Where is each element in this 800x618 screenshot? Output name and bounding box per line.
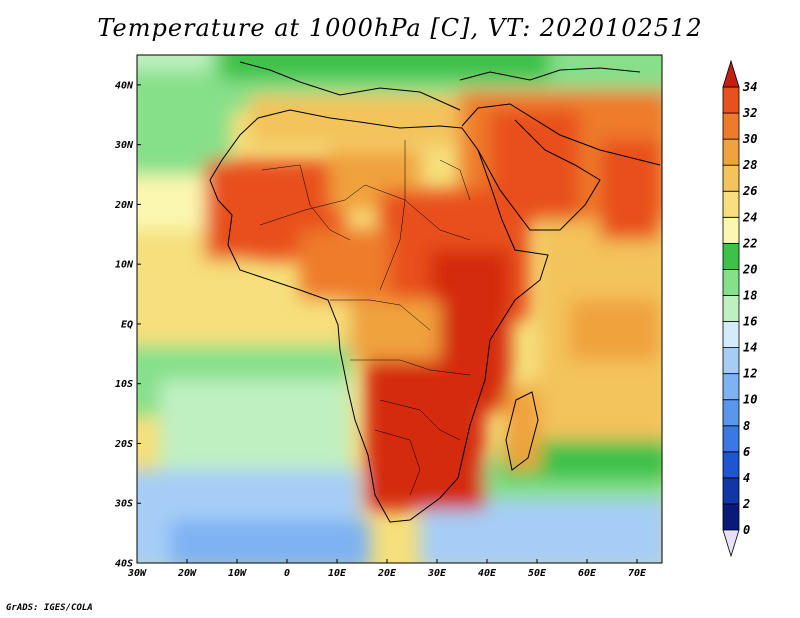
lat-tick-label: 30N: [114, 140, 134, 151]
colorbar-swatch: [722, 242, 740, 270]
lat-tick-label: 10N: [115, 260, 134, 271]
colorbar-swatch: [722, 112, 740, 140]
colorbar-under-triangle: [722, 529, 740, 558]
lon-tick-label: 30E: [427, 568, 447, 579]
colorbar-swatch: [722, 269, 740, 296]
colorbar-over-triangle: [722, 59, 740, 88]
latitude-axis: 40N 30N 20N 10N EQ 10S 20S 30S 40S: [114, 80, 141, 570]
lon-tick-label: 50E: [528, 568, 547, 579]
colorbar-label: 24: [742, 210, 757, 224]
colorbar-swatch: [722, 138, 740, 166]
plot-frame: [136, 54, 663, 564]
colorbar-label: 0: [743, 523, 750, 537]
colorbar-label: 12: [743, 367, 757, 381]
lat-tick-label: 40N: [115, 80, 134, 91]
colorbar-label: 14: [743, 341, 757, 355]
colorbar-label: 34: [742, 80, 757, 94]
colorbar-label: 22: [742, 236, 757, 250]
colorbar-swatch: [722, 164, 740, 192]
colorbar-swatch: [722, 347, 740, 375]
lon-tick-label: 70E: [628, 568, 647, 579]
lon-tick-label: 20W: [177, 568, 197, 579]
colorbar-label: 2: [742, 497, 750, 511]
colorbar-label: 8: [743, 419, 750, 433]
lon-tick-label: 60E: [578, 568, 597, 579]
colorbar-label: 6: [743, 445, 750, 459]
colorbar-label: 18: [743, 288, 757, 302]
colorbar-label: 20: [742, 262, 757, 276]
lat-tick-label: 40S: [115, 559, 133, 570]
colorbar-swatch: [722, 399, 740, 427]
lon-tick-label: 10W: [228, 568, 247, 579]
lon-tick-label: 30W: [127, 568, 147, 579]
colorbar-swatch: [722, 295, 740, 322]
software-credit: GrADS: IGES/COLA: [6, 603, 93, 613]
colorbar-label: 10: [743, 393, 757, 407]
lat-tick-label: EQ: [121, 319, 133, 330]
lon-tick-label: 20E: [377, 568, 397, 579]
country-borders: [259, 140, 471, 496]
colorbar-label: 30: [742, 132, 757, 146]
colorbar-swatch: [722, 216, 740, 244]
colorbar-swatch: [722, 477, 740, 505]
colorbar-swatch: [722, 190, 740, 218]
colorbar-swatch: [722, 373, 740, 401]
colorbar-swatch: [722, 321, 740, 348]
lat-tick-label: 20N: [114, 200, 134, 211]
lat-tick-label: 10S: [115, 379, 133, 390]
colorbar-label: 16: [743, 315, 757, 329]
colorbar-label: 28: [742, 158, 757, 172]
colorbar-label: 26: [742, 184, 757, 198]
longitude-axis: 30W 20W 10W 0 10E 20E 30E 40E 50E 60E 70E: [127, 559, 647, 579]
colorbar-label: 32: [742, 106, 757, 120]
coastlines: [209, 61, 661, 523]
map-title: Temperature at 1000hPa [C], VT: 20201025…: [97, 14, 703, 42]
colorbar-swatch: [722, 425, 740, 453]
lon-tick-label: 0: [284, 568, 290, 579]
colorbar-swatch: [722, 86, 740, 114]
lat-tick-label: 30S: [114, 499, 133, 510]
lon-tick-label: 10E: [328, 568, 347, 579]
colorbar-label: 4: [743, 471, 750, 485]
lon-tick-label: 40E: [478, 568, 497, 579]
colorbar-swatch: [722, 451, 740, 479]
colorbar-swatch: [722, 503, 740, 531]
lat-tick-label: 20S: [114, 439, 133, 450]
temperature-field: [137, 55, 662, 563]
